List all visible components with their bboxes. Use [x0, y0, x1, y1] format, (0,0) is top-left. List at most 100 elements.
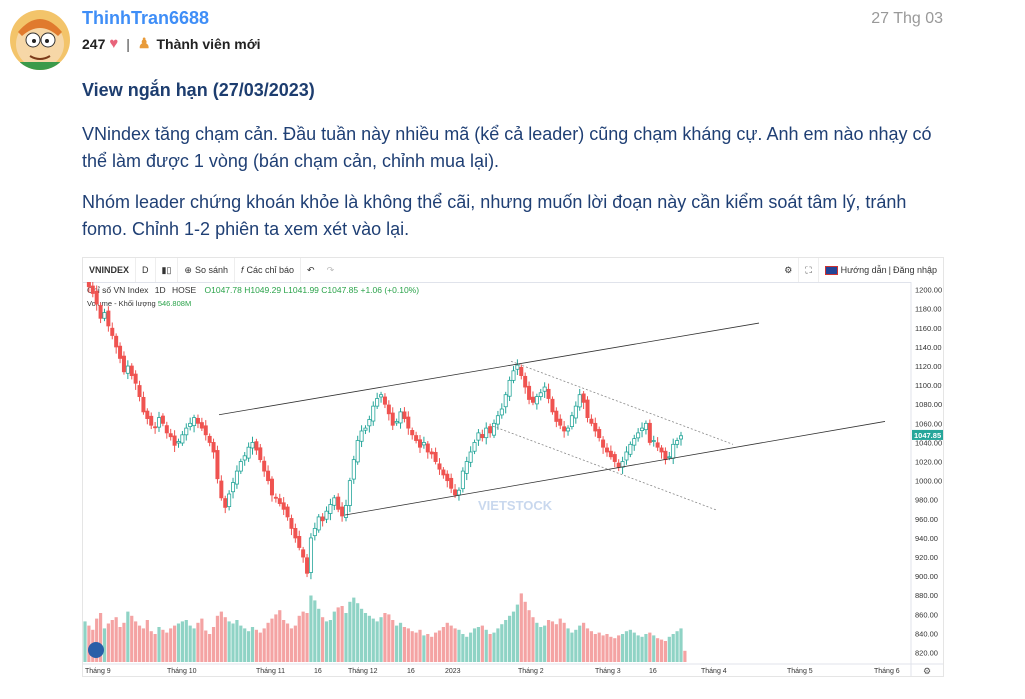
volume-bar — [543, 625, 547, 662]
chart-toolbar: VNINDEX D ▮▯ ⊕ So sánh f Các chỉ báo ↶ ↷ ⚙… — [83, 258, 943, 283]
redo-button[interactable]: ↷ — [321, 258, 341, 282]
candle-body — [679, 435, 684, 440]
username[interactable]: ThinhTran6688 — [82, 8, 210, 28]
candle-body — [114, 335, 119, 348]
uk-flag-icon — [824, 265, 838, 275]
volume-bar — [663, 641, 668, 662]
candle-body — [530, 396, 535, 403]
volume-bar — [585, 628, 590, 662]
candle-body — [597, 429, 602, 439]
candle-body — [320, 516, 325, 522]
compare-button[interactable]: ⊕ So sánh — [178, 258, 235, 282]
volume-bar — [293, 625, 297, 662]
indicators-button[interactable]: f Các chỉ báo — [235, 258, 302, 282]
volume-bar — [278, 610, 282, 662]
candle-body — [254, 441, 259, 451]
candle-body — [98, 305, 103, 319]
guide-login[interactable]: Hướng dẫn | Đăng nhập — [819, 258, 943, 282]
candle-body — [636, 432, 641, 439]
candle-body — [577, 394, 582, 408]
y-tick-label: 820.00 — [915, 649, 938, 658]
candle-body — [480, 434, 485, 439]
candle-body — [195, 417, 200, 424]
candle-body — [468, 451, 473, 463]
volume-bar — [340, 606, 344, 662]
candle-body — [581, 393, 586, 403]
post-title: View ngắn hạn (27/03/2023) — [82, 80, 315, 100]
login-link[interactable]: Đăng nhập — [892, 265, 937, 275]
volume-bar — [554, 624, 558, 662]
candle-body — [102, 312, 107, 319]
volume-bar — [566, 628, 570, 662]
candle-body — [655, 442, 660, 448]
guide-link[interactable]: Hướng dẫn — [840, 265, 887, 275]
candle-body — [227, 493, 232, 508]
user-rank: Thành viên mới — [156, 35, 261, 52]
interval-selector[interactable]: D — [136, 258, 156, 282]
x-tick-label: Tháng 5 — [787, 668, 813, 675]
candle-body — [207, 435, 212, 443]
candle-body — [499, 408, 504, 416]
redo-icon: ↷ — [326, 264, 335, 275]
volume-bar — [659, 639, 664, 662]
candle-body — [511, 370, 516, 381]
candle-body — [157, 417, 162, 428]
candle-body — [285, 506, 290, 518]
volume-bar — [328, 620, 333, 662]
candle-body — [332, 497, 337, 506]
axis-gear-icon: ⚙ — [923, 666, 931, 676]
candle-body — [347, 480, 352, 506]
stock-chart-image[interactable]: VNINDEX D ▮▯ ⊕ So sánh f Các chỉ báo ↶ ↷ ⚙… — [82, 257, 944, 677]
volume-bar — [348, 601, 352, 662]
volume-bar — [488, 634, 492, 662]
candle-body — [414, 435, 419, 441]
candle-body — [145, 410, 150, 419]
candle-body — [640, 427, 645, 431]
volume-bar — [472, 628, 477, 662]
candle-body — [515, 364, 520, 370]
candle-body — [343, 505, 348, 518]
candle-body — [390, 412, 395, 426]
volume-bar — [453, 628, 457, 662]
volume-bar — [640, 636, 644, 662]
candle-body — [601, 439, 606, 448]
post-date[interactable]: 27 Thg 03 — [871, 10, 943, 27]
fullscreen-button[interactable]: ⛶ — [799, 258, 819, 282]
candle-body — [211, 442, 216, 453]
lower-channel-line — [344, 421, 886, 516]
volume-bar — [282, 620, 286, 662]
candlestick-chart[interactable]: VIETSTOCK 1200.00 1180.00 1160.00 1140.00 112… — [83, 282, 943, 676]
volume-bar — [496, 628, 500, 662]
y-tick-label: 940.00 — [915, 534, 938, 543]
symbol-selector[interactable]: VNINDEX — [83, 258, 137, 282]
candle-body — [273, 496, 278, 499]
volume-bar — [683, 650, 687, 662]
settings-button[interactable]: ⚙ — [778, 258, 800, 282]
volume-bar — [515, 604, 519, 662]
candle-body — [242, 455, 247, 461]
avatar[interactable] — [10, 10, 70, 70]
y-tick-label: 860.00 — [915, 610, 938, 619]
candle-body — [616, 462, 621, 468]
candle-body — [312, 527, 317, 537]
candle-body — [418, 439, 423, 448]
volume-bar — [523, 601, 527, 662]
volume-bar — [402, 627, 407, 662]
volume-bar — [200, 618, 204, 662]
legend-name: Chỉ số VN Index — [87, 285, 149, 295]
candle-body — [585, 399, 590, 419]
price-axis — [911, 282, 943, 676]
x-tick-label: 16 — [314, 668, 322, 675]
candle-body — [371, 405, 376, 422]
y-tick-label: 980.00 — [915, 496, 938, 505]
candle-body — [421, 442, 426, 446]
candle-body — [507, 379, 512, 397]
volume-bar — [578, 625, 582, 662]
candle-body — [129, 365, 134, 376]
candle-body — [476, 432, 481, 441]
candle-body — [250, 442, 255, 449]
volume-bar — [628, 629, 632, 662]
candle-type-button[interactable]: ▮▯ — [156, 258, 179, 282]
undo-button[interactable]: ↶ — [301, 258, 321, 282]
candle-body — [316, 516, 321, 531]
